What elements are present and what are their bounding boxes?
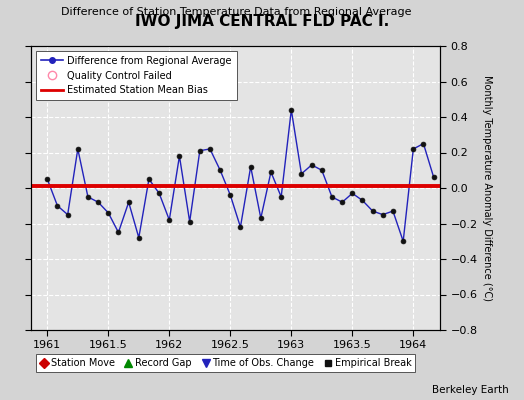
Text: Berkeley Earth: Berkeley Earth bbox=[432, 385, 508, 395]
Legend: Station Move, Record Gap, Time of Obs. Change, Empirical Break: Station Move, Record Gap, Time of Obs. C… bbox=[36, 354, 416, 372]
Title: Difference of Station Temperature Data from Regional Average: Difference of Station Temperature Data f… bbox=[61, 8, 411, 18]
Text: IWO JIMA CENTRAL FLD PAC I.: IWO JIMA CENTRAL FLD PAC I. bbox=[135, 14, 389, 29]
Y-axis label: Monthly Temperature Anomaly Difference (°C): Monthly Temperature Anomaly Difference (… bbox=[482, 75, 492, 301]
